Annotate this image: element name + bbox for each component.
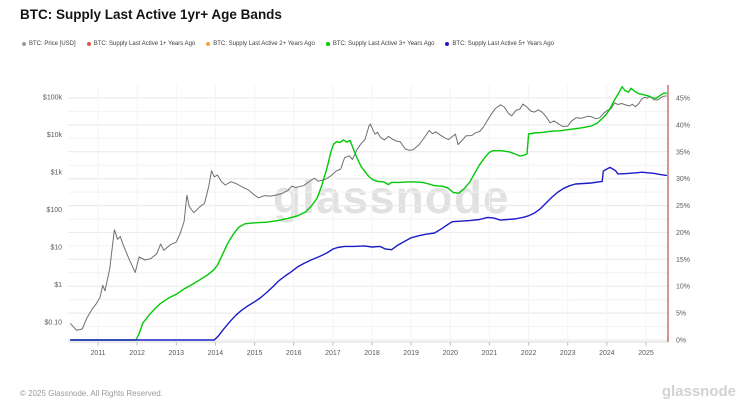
y-left-tick-label: $0.10 bbox=[44, 320, 62, 327]
legend-item-1[interactable]: BTC: Price [USD] bbox=[22, 41, 76, 47]
y-right-tick-label: 30% bbox=[676, 176, 690, 183]
y-left-tick-label: $10k bbox=[47, 132, 63, 139]
y-right-tick-label: 45% bbox=[676, 96, 690, 103]
series-supply-5y bbox=[69, 166, 668, 341]
y-right-tick-label: 15% bbox=[676, 257, 690, 264]
y-left-tick-label: $1 bbox=[54, 282, 62, 289]
legend-item-4[interactable]: BTC: Supply Last Active 3+ Years Ago bbox=[325, 41, 435, 47]
y-left-tick-label: $100 bbox=[46, 207, 62, 214]
legend-item-label: BTC: Supply Last Active 2+ Years Ago bbox=[213, 41, 315, 47]
x-tick-label: 2013 bbox=[169, 350, 185, 357]
legend-dot-icon bbox=[445, 42, 450, 46]
y-left-tick-label: $100k bbox=[43, 95, 63, 102]
x-tick-label: 2022 bbox=[521, 350, 537, 357]
legend-item-label: BTC: Supply Last Active 5+ Years Ago bbox=[452, 41, 554, 47]
x-tick-label: 2019 bbox=[403, 350, 419, 357]
glassnode-watermark-bottom-right: glassnode bbox=[661, 383, 736, 400]
x-tick-label: 2016 bbox=[286, 350, 302, 357]
legend: BTC: Price [USD] BTC: Supply Last Active … bbox=[22, 41, 554, 47]
legend-item-5[interactable]: BTC: Supply Last Active 5+ Years Ago bbox=[445, 41, 554, 47]
legend-item-label: BTC: Supply Last Active 3+ Years Ago bbox=[332, 41, 435, 47]
y-right-tick-label: 0% bbox=[676, 338, 686, 345]
x-tick-label: 2015 bbox=[247, 350, 263, 357]
legend-item-label: BTC: Supply Last Active 1+ Years Ago bbox=[93, 41, 196, 47]
x-tick-label: 2020 bbox=[443, 350, 459, 357]
legend-item-3[interactable]: BTC: Supply Last Active 2+ Years Ago bbox=[206, 41, 315, 47]
y-right-tick-label: 35% bbox=[676, 149, 690, 156]
y-left-tick-label: $1k bbox=[51, 170, 63, 177]
legend-item-label: BTC: Price [USD] bbox=[29, 41, 76, 47]
series-supply-3y bbox=[69, 85, 668, 341]
page-title: BTC: Supply Last Active 1yr+ Age Bands bbox=[20, 7, 282, 22]
legend-item-2[interactable]: BTC: Supply Last Active 1+ Years Ago bbox=[86, 41, 196, 47]
legend-dot-icon bbox=[325, 42, 330, 46]
x-tick-label: 2024 bbox=[599, 350, 615, 357]
y-right-tick-label: 25% bbox=[676, 203, 690, 210]
y-right-tick-label: 5% bbox=[676, 311, 686, 318]
y-left-tick-label: $10 bbox=[50, 245, 62, 252]
x-tick-label: 2018 bbox=[364, 350, 380, 357]
copyright-text: © 2025 Glassnode. All Rights Reserved. bbox=[20, 389, 163, 398]
x-tick-label: 2011 bbox=[90, 350, 105, 357]
y-right-tick-label: 20% bbox=[676, 230, 690, 237]
series-price bbox=[70, 95, 667, 331]
x-tick-label: 2014 bbox=[208, 350, 224, 357]
legend-dot-icon bbox=[86, 42, 91, 46]
y-right-tick-label: 10% bbox=[676, 284, 690, 291]
legend-dot-icon bbox=[206, 42, 211, 46]
x-tick-label: 2017 bbox=[325, 350, 341, 357]
x-tick-label: 2012 bbox=[129, 350, 145, 357]
x-tick-label: 2025 bbox=[638, 350, 654, 357]
x-tick-label: 2023 bbox=[560, 350, 576, 357]
x-tick-label: 2021 bbox=[482, 350, 498, 357]
y-right-tick-label: 40% bbox=[676, 122, 690, 129]
legend-dot-icon bbox=[22, 42, 26, 46]
